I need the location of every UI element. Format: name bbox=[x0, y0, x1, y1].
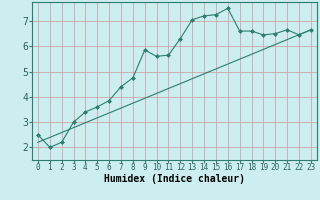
X-axis label: Humidex (Indice chaleur): Humidex (Indice chaleur) bbox=[104, 174, 245, 184]
